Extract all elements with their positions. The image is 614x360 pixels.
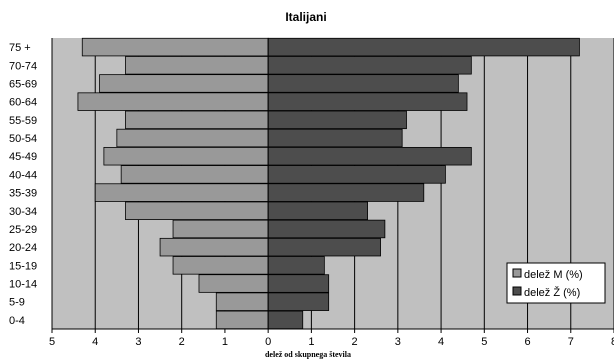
legend-label-m: delež M (%): [524, 269, 583, 281]
bar-m: [116, 128, 269, 148]
x-tick-label: 3: [395, 336, 401, 348]
x-tick-label: 6: [524, 336, 530, 348]
y-tick-label: 45-49: [9, 151, 37, 163]
y-tick-label: 70-74: [9, 60, 37, 72]
x-tick-label: 1: [222, 336, 228, 348]
bar-m: [215, 310, 269, 330]
bar-m: [120, 165, 269, 184]
bar-z: [267, 274, 330, 293]
x-tick-label: 3: [135, 336, 141, 348]
x-tick-label: 1: [308, 336, 314, 348]
bar-z: [267, 37, 580, 57]
y-tick-label: 10-14: [9, 279, 37, 291]
bar-z: [267, 56, 472, 75]
chart-title: Italijani: [285, 10, 326, 24]
y-tick-label: 65-69: [9, 78, 37, 90]
y-tick-label: 40-44: [9, 169, 37, 181]
y-tick-label: 75 +: [9, 42, 31, 54]
bar-m: [81, 37, 269, 57]
y-tick-label: 60-64: [9, 97, 37, 109]
y-tick-label: 20-24: [9, 242, 37, 254]
bar-z: [267, 146, 472, 166]
bar-z: [267, 219, 386, 239]
bar-z: [267, 201, 368, 221]
bar-m: [198, 274, 269, 293]
x-tick-label: 2: [179, 336, 185, 348]
y-tick-label: 15-19: [9, 260, 37, 272]
y-tick-label: 55-59: [9, 115, 37, 127]
bar-z: [267, 292, 330, 311]
bar-m: [125, 56, 269, 75]
bar-m: [77, 92, 269, 111]
bar-m: [94, 183, 269, 202]
bar-m: [99, 74, 269, 93]
y-tick-label: 0-4: [9, 315, 25, 327]
bar-z: [267, 92, 468, 111]
bars: [77, 37, 580, 330]
bar-z: [267, 237, 381, 257]
legend: delež M (%) delež Ž (%): [506, 262, 606, 304]
y-tick-label: 35-39: [9, 188, 37, 200]
y-tick-label: 5-9: [9, 297, 25, 309]
bar-z: [267, 128, 403, 148]
x-tick-label: 8: [611, 336, 614, 348]
bar-m: [125, 201, 269, 221]
x-tick-label: 7: [568, 336, 574, 348]
bar-z: [267, 183, 425, 202]
bar-m: [172, 219, 269, 239]
y-tick-label: 50-54: [9, 133, 37, 145]
bar-z: [267, 256, 325, 275]
bar-z: [267, 310, 304, 330]
bar-z: [267, 74, 459, 93]
x-tick-label: 5: [49, 336, 55, 348]
bar-m: [125, 110, 269, 130]
y-tick-label: 25-29: [9, 224, 37, 236]
x-tick-label: 5: [481, 336, 487, 348]
y-tick-label: 30-34: [9, 206, 37, 218]
legend-label-z: delež Ž (%): [524, 286, 580, 299]
x-tick-label: 4: [92, 336, 98, 348]
x-tick-label: 0: [265, 336, 271, 348]
x-tick-label: 2: [352, 336, 358, 348]
y-axis-labels: 75 + 70-74 65-69 60-64 55-59 50-54 45-49 40-44 3…: [9, 42, 37, 327]
bar-z: [267, 110, 407, 130]
x-axis-label: delež od skupnega števila: [265, 350, 351, 359]
legend-swatch-m: [512, 268, 522, 278]
bar-z: [267, 165, 446, 184]
bar-m: [172, 256, 269, 275]
bar-m: [159, 237, 269, 257]
legend-swatch-z: [512, 286, 522, 296]
bar-m: [215, 292, 269, 311]
bar-m: [103, 146, 269, 166]
x-axis-ticks: 5 4 3 2 1 0 1 2 3 4 5 6 7 8: [49, 328, 614, 348]
x-tick-label: 4: [438, 336, 444, 348]
legend-box: [506, 262, 606, 304]
